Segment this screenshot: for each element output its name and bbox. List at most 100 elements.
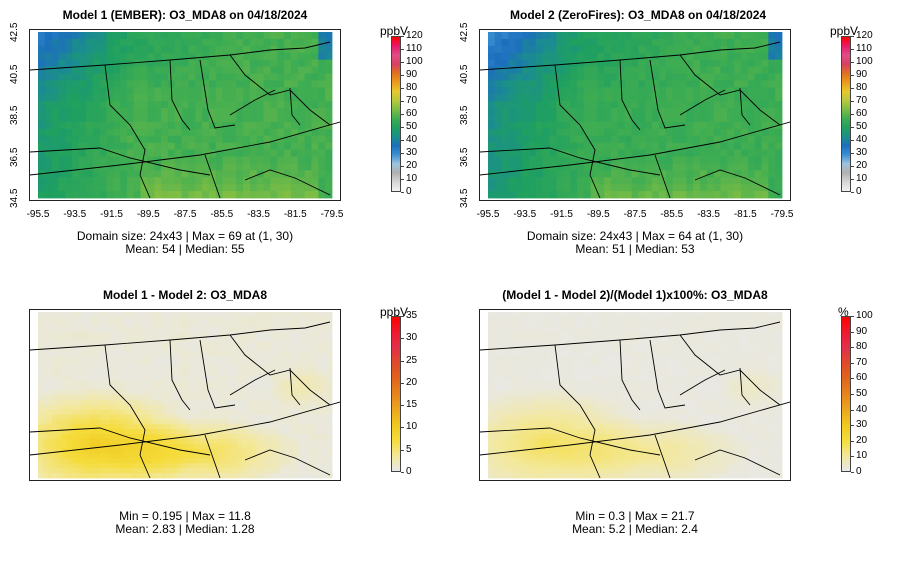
heat-cell xyxy=(298,443,304,450)
heat-cell xyxy=(75,365,82,371)
heat-cell xyxy=(645,32,653,40)
heat-cell xyxy=(106,142,114,150)
panel-title: Model 1 - Model 2: O3_MDA8 xyxy=(102,288,268,302)
heat-cell xyxy=(185,419,191,425)
heat-cell xyxy=(542,45,550,54)
heat-cell xyxy=(535,419,541,425)
heat-cell xyxy=(174,52,182,61)
heat-cell xyxy=(563,316,570,323)
heat-cell xyxy=(128,390,134,396)
heat-cell xyxy=(52,448,58,454)
heat-cell xyxy=(208,156,217,164)
heat-cell xyxy=(123,365,129,371)
heat-cell xyxy=(137,360,143,367)
heat-cell xyxy=(195,142,203,150)
heat-cell xyxy=(246,316,252,323)
heat-cell xyxy=(170,399,176,406)
heat-cell xyxy=(194,331,200,337)
heat-cell xyxy=(568,326,574,332)
heat-cell xyxy=(243,80,251,88)
heat-cell xyxy=(638,73,646,81)
heat-cell xyxy=(38,59,46,67)
colorbar-tick-mark xyxy=(851,166,854,167)
heat-cell xyxy=(265,336,271,342)
heat-cell xyxy=(113,135,121,144)
heat-cell xyxy=(222,149,230,157)
heat-cell xyxy=(38,419,44,425)
heat-cell xyxy=(638,163,646,171)
heat-cell xyxy=(530,312,536,318)
heat-cell xyxy=(237,390,243,396)
heat-cell xyxy=(151,404,157,411)
heat-cell xyxy=(260,434,267,440)
heat-cell xyxy=(156,390,162,396)
heat-cell xyxy=(246,370,252,376)
heat-cell xyxy=(521,360,527,367)
heat-cell xyxy=(699,128,708,137)
heat-cell xyxy=(720,101,728,109)
heat-cell xyxy=(72,177,80,185)
heat-cell xyxy=(151,414,157,420)
heat-cell xyxy=(52,473,58,479)
heat-cell xyxy=(236,191,244,199)
heat-cell xyxy=(617,184,626,192)
heat-cell xyxy=(298,385,304,391)
heat-cell xyxy=(75,390,82,396)
heat-cell xyxy=(147,351,153,357)
heat-cell xyxy=(137,312,143,318)
heat-cell xyxy=(563,52,571,61)
heat-cell xyxy=(208,87,217,95)
heat-cell xyxy=(44,73,53,81)
heat-cell xyxy=(297,52,306,61)
heat-cell xyxy=(516,434,522,440)
heat-cell xyxy=(318,38,326,47)
heat-cell xyxy=(118,355,124,362)
heat-cell xyxy=(497,316,503,323)
heat-cell xyxy=(511,390,517,396)
heat-cell xyxy=(492,458,498,464)
heat-cell xyxy=(542,66,550,74)
heat-cell xyxy=(189,424,195,430)
heat-cell xyxy=(559,351,565,357)
heat-cell xyxy=(304,32,312,40)
heat-cell xyxy=(85,468,91,474)
heat-cell xyxy=(727,156,735,164)
heat-cell xyxy=(308,390,314,396)
heat-cell xyxy=(222,316,229,323)
heat-cell xyxy=(256,128,265,137)
heat-cell xyxy=(325,156,333,164)
heat-cell xyxy=(229,115,237,123)
heat-cell xyxy=(246,331,252,337)
heat-cell xyxy=(263,163,271,171)
heat-cell xyxy=(549,463,555,469)
heat-cell xyxy=(563,121,571,130)
heat-cell xyxy=(222,80,230,88)
heat-cell xyxy=(174,32,182,40)
heat-cell xyxy=(693,38,701,47)
heat-cell xyxy=(488,365,494,371)
heat-cell xyxy=(123,380,129,386)
heat-cell xyxy=(174,191,182,199)
heat-cell xyxy=(492,395,498,401)
heat-cell xyxy=(203,336,210,342)
heat-cell xyxy=(251,390,257,396)
heat-cell xyxy=(167,115,176,123)
colorbar-unit: ppbV xyxy=(830,24,859,38)
heat-cell xyxy=(549,108,557,116)
heat-cell xyxy=(672,149,680,157)
heat-cell xyxy=(284,448,290,454)
heat-cell xyxy=(42,336,48,342)
heat-cell xyxy=(38,184,46,192)
heat-cell xyxy=(188,80,196,88)
heat-cell xyxy=(308,316,314,323)
heat-cell xyxy=(530,355,536,362)
heat-cell xyxy=(194,399,200,406)
heat-cell xyxy=(525,453,532,459)
heat-cell xyxy=(56,414,63,420)
heat-cell xyxy=(132,321,138,328)
heat-cell xyxy=(549,360,555,367)
heat-cell xyxy=(289,346,295,352)
heat-cell xyxy=(213,336,219,342)
heat-cell xyxy=(132,419,138,425)
heat-cell xyxy=(151,351,157,357)
